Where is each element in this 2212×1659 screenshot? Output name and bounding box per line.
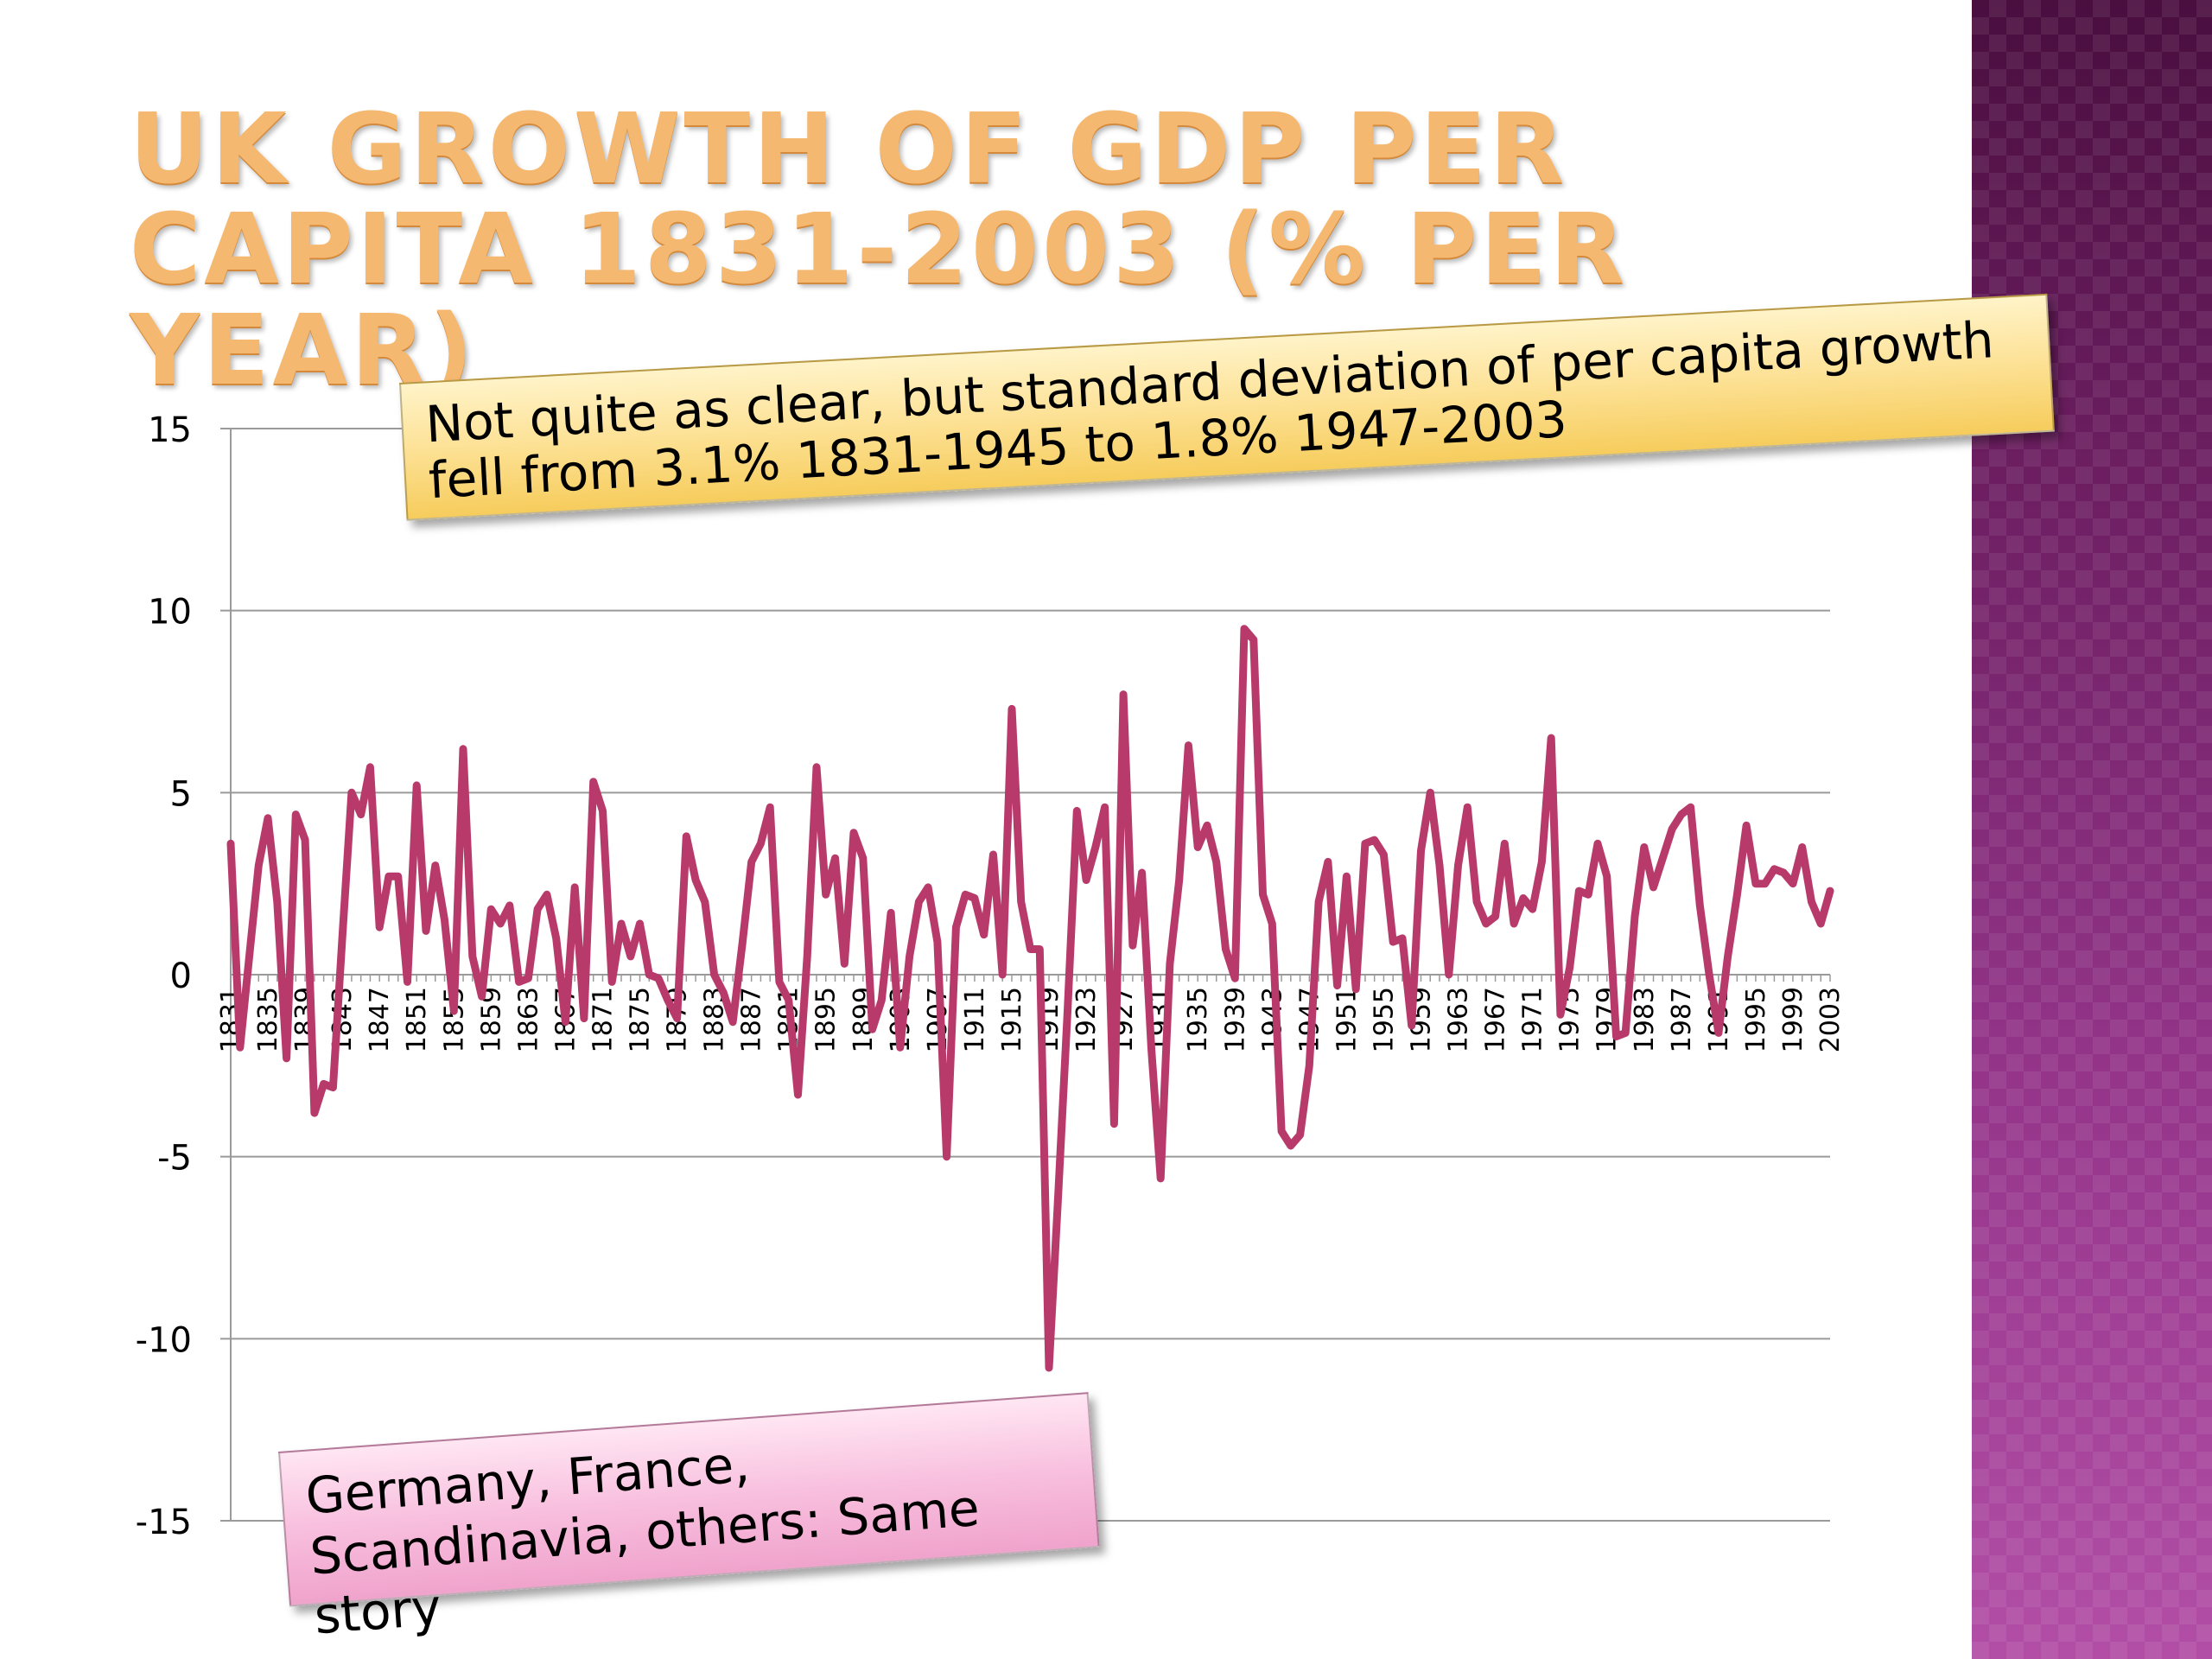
x-tick-label: 1895 xyxy=(811,987,842,1052)
x-tick-label: 2003 xyxy=(1815,987,1846,1052)
x-tick-label: 1963 xyxy=(1444,987,1474,1052)
series-line xyxy=(226,625,1834,1372)
x-tick-label: 1987 xyxy=(1667,987,1697,1052)
x-tick-label: 1983 xyxy=(1630,987,1660,1052)
x-tick-label: 1915 xyxy=(997,987,1027,1052)
x-tick-label: 1939 xyxy=(1220,987,1250,1052)
axes xyxy=(230,429,1831,1521)
x-tick-label: 1955 xyxy=(1369,987,1399,1052)
x-tick-label: 1995 xyxy=(1741,987,1771,1052)
y-tick-label: -5 xyxy=(157,1139,192,1179)
x-tick-label: 1951 xyxy=(1332,987,1362,1052)
x-tick-label: 1923 xyxy=(1071,987,1102,1052)
y-tick-label: -10 xyxy=(136,1320,192,1360)
x-tick-label: 1875 xyxy=(626,987,656,1052)
y-tick-label: 5 xyxy=(170,774,192,814)
x-tick-label: 1971 xyxy=(1518,987,1548,1052)
decorative-side-band xyxy=(1972,0,2212,1659)
x-tick-label: 1835 xyxy=(253,987,283,1052)
y-tick-label: 15 xyxy=(148,410,192,450)
series xyxy=(226,625,1834,1372)
x-tick-label: 1999 xyxy=(1778,987,1808,1052)
x-tick-label: 1935 xyxy=(1183,987,1213,1052)
x-tick-label: 1887 xyxy=(737,987,767,1052)
x-tick-label: 1839 xyxy=(290,987,321,1052)
y-tick-label: 0 xyxy=(170,957,192,996)
x-tick-label: 1851 xyxy=(402,987,432,1052)
x-tick-label: 1871 xyxy=(588,987,618,1052)
x-tick-label: 1847 xyxy=(365,987,395,1052)
x-tick-label: 1863 xyxy=(513,987,543,1052)
x-tick-label: 1967 xyxy=(1481,987,1511,1052)
y-tick-label: 10 xyxy=(148,593,192,632)
y-tick-label: -15 xyxy=(136,1503,192,1542)
slide-title: UK Growth of GDP per capita 1831-2003 (%… xyxy=(130,93,1629,407)
x-tick-label: 1911 xyxy=(960,987,990,1052)
